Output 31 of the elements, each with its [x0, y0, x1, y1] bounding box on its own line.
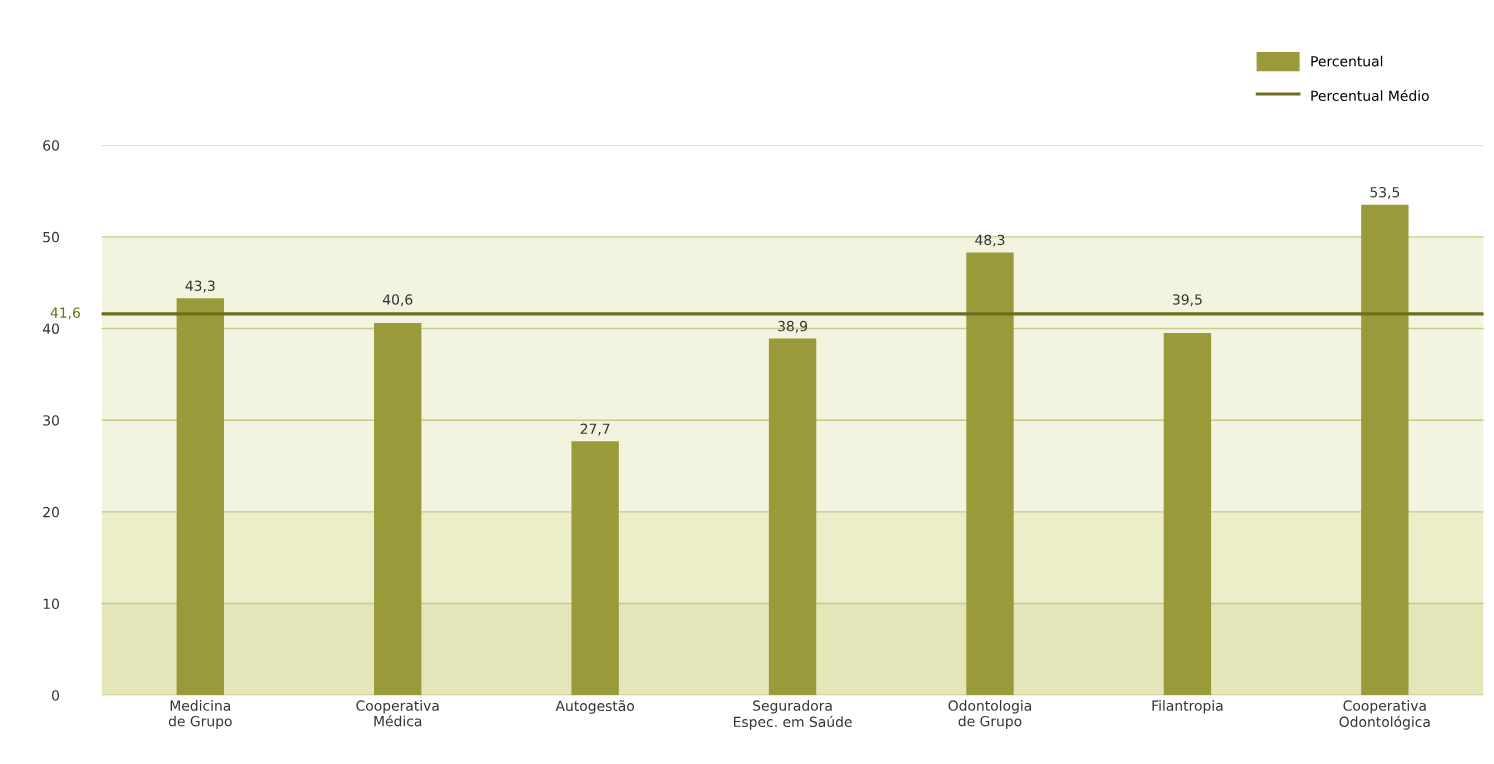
- bar: [1361, 204, 1409, 696]
- y-tick-label: 10: [43, 598, 59, 610]
- data-label: 43,3: [185, 280, 215, 293]
- bar: [966, 252, 1014, 696]
- data-label: 39,5: [1173, 294, 1202, 307]
- legend-label: Percentual: [1311, 55, 1383, 67]
- legend-label: Percentual Médio: [1311, 89, 1429, 101]
- y-tick-label: 50: [43, 231, 59, 243]
- data-label: 38,9: [778, 320, 808, 333]
- data-label: 27,7: [580, 423, 610, 436]
- bar: [768, 338, 817, 696]
- x-tick-label: Medicina de Grupo: [168, 700, 232, 730]
- data-label: 40,6: [382, 294, 413, 307]
- x-tick-label: Autogestão: [555, 700, 635, 714]
- bar: [374, 323, 422, 696]
- bar: [571, 441, 619, 696]
- x-tick-label: Seguradora Espec. em Saúde: [734, 700, 852, 730]
- y-tick-label: 30: [43, 415, 59, 426]
- text: 41,6: [50, 307, 80, 320]
- y-tick-label: 20: [43, 506, 59, 518]
- y-tick-label: 0: [52, 690, 59, 701]
- x-tick-label: Cooperativa Médica: [356, 700, 439, 727]
- x-tick-label: Cooperativa Odontológica: [1339, 700, 1430, 730]
- x-tick-label: Odontologia de Grupo: [948, 700, 1031, 730]
- data-label: 48,3: [975, 234, 1005, 247]
- bar: [176, 298, 224, 696]
- data-label: 53,5: [1370, 186, 1400, 199]
- bar: [1163, 333, 1212, 696]
- y-tick-label: 60: [43, 140, 59, 151]
- y-tick-label: 40: [42, 323, 59, 334]
- x-tick-label: Filantropia: [1152, 700, 1223, 714]
